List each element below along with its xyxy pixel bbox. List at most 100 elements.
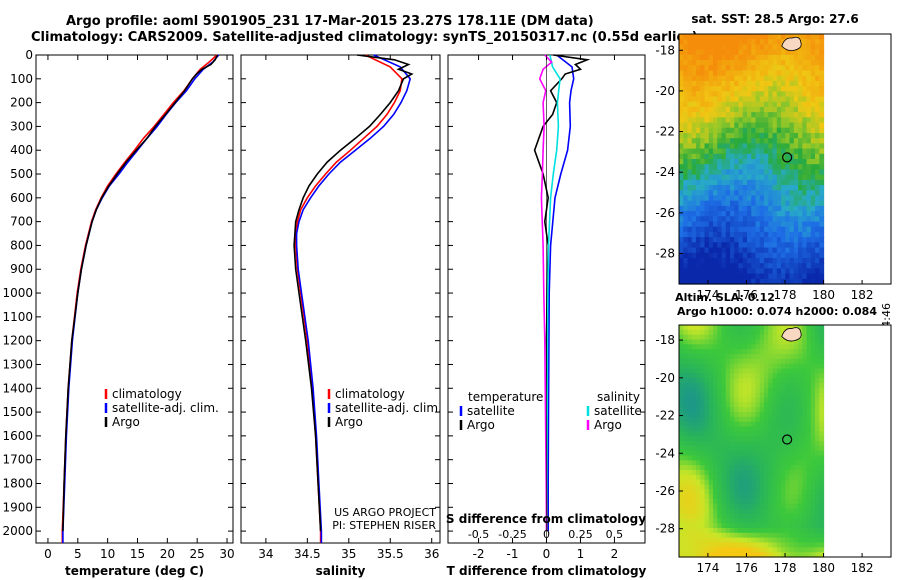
- sst-map-panel: -18 -20 -22 -24 -26 -28 174 176 178 180 182 sat. SS…: [655, 12, 892, 302]
- y-tick-label: 1600: [2, 429, 33, 443]
- top-tick-label: 0: [543, 528, 550, 541]
- credit-annotation: PI: STEPHEN RISER: [332, 519, 436, 532]
- difference-panel: -2 -1 0 1 2 T difference from climatology temp…: [446, 54, 647, 578]
- salinity-panel: 34 34.5 35 35.5 36 salinity climatologysatelli…: [240, 54, 442, 578]
- series-line-satellite-adj-clim-: [295, 54, 412, 543]
- top-tick-label: 0.5: [606, 528, 624, 541]
- x-tick-label: 20: [160, 547, 175, 561]
- lat-tick-label: -18: [655, 333, 675, 347]
- legend-label: Argo: [467, 418, 495, 432]
- y-tick-label: 600: [10, 191, 33, 205]
- lon-tick-label: 178: [774, 561, 797, 575]
- lon-tick-label: 180: [812, 561, 835, 575]
- lon-tick-label: 182: [851, 288, 874, 302]
- figure-title-line1: Argo profile: aoml 5901905_231 17-Mar-20…: [66, 14, 594, 29]
- x-tick-label: 1: [577, 547, 585, 561]
- y-tick-label: 1500: [2, 405, 33, 419]
- legend-label: climatology: [112, 387, 182, 401]
- x-tick-label: 34: [258, 547, 273, 561]
- lat-tick-label: -24: [655, 446, 675, 460]
- y-tick-label: 1800: [2, 476, 33, 490]
- y-tick-label: 200: [10, 96, 33, 110]
- legend-label: Argo: [335, 415, 363, 429]
- sla-map-panel: -18 -20 -22 -24 -26 -28 174 176 178 180 182 Altim. …: [655, 291, 892, 575]
- lat-tick-label: -28: [655, 522, 675, 536]
- x-tick-label: 2: [611, 547, 619, 561]
- legend-label: Argo: [594, 418, 622, 432]
- island-shape: [781, 36, 802, 52]
- legend-label: satellite: [467, 404, 515, 418]
- x-tick-label: 0: [44, 547, 52, 561]
- figure-title-line2: Climatology: CARS2009. Satellite-adjuste…: [31, 30, 698, 45]
- y-tick-label: 1700: [2, 453, 33, 467]
- lon-tick-label: 176: [735, 561, 758, 575]
- top-tick-label: 0.25: [568, 528, 593, 541]
- top-tick-label: -0.5: [468, 528, 489, 541]
- x-tick-label: -2: [473, 547, 485, 561]
- lat-tick-label: -20: [655, 371, 675, 385]
- y-tick-label: 700: [10, 215, 33, 229]
- plot-frame: [240, 54, 441, 544]
- legend-label: climatology: [335, 387, 405, 401]
- top-tick-label: -0.25: [498, 528, 526, 541]
- x-tick-label: -1: [507, 547, 519, 561]
- plot-frame: [35, 54, 234, 544]
- series-line-satellite: [547, 54, 575, 532]
- series-line-argo: [293, 54, 414, 532]
- map-title: Altim. SLA: 0.12: [675, 291, 775, 304]
- y-tick-label: 0: [25, 48, 33, 62]
- legend-label: satellite-adj. clim.: [335, 401, 442, 415]
- lon-tick-label: 178: [774, 288, 797, 302]
- y-tick-label: 1300: [2, 357, 33, 371]
- series-line-salinity-argo: [538, 54, 553, 532]
- lat-tick-label: -20: [655, 84, 675, 98]
- x-tick-label: 35: [341, 547, 356, 561]
- x-axis-label: T difference from climatology: [447, 564, 647, 578]
- lon-tick-label: 180: [812, 288, 835, 302]
- y-tick-label: 2000: [2, 524, 33, 538]
- series-line-salinity-satellite: [545, 54, 561, 532]
- y-tick-label: 1100: [2, 310, 33, 324]
- argo-position-marker: [782, 434, 793, 445]
- x-tick-label: 34.5: [294, 547, 321, 561]
- lat-tick-label: -28: [655, 247, 675, 261]
- legend-title-salinity: salinity: [597, 390, 640, 404]
- lat-tick-label: -26: [655, 484, 675, 498]
- map-field: [679, 325, 825, 558]
- temperature-panel: 0100200300400500600700800900100011001200…: [2, 48, 234, 578]
- lat-tick-label: -18: [655, 43, 675, 57]
- y-tick-label: 800: [10, 238, 33, 252]
- lat-tick-label: -26: [655, 206, 675, 220]
- x-tick-label: 0: [543, 547, 551, 561]
- lon-tick-label: 176: [735, 288, 758, 302]
- lat-tick-label: -22: [655, 409, 675, 423]
- y-tick-label: 100: [10, 72, 33, 86]
- argo-position-marker: [782, 152, 793, 163]
- series-line-argo: [62, 54, 219, 532]
- top-axis-label: S difference from climatology: [446, 512, 646, 526]
- x-tick-label: 35.5: [377, 547, 404, 561]
- y-tick-label: 900: [10, 262, 33, 276]
- x-tick-label: 30: [219, 547, 234, 561]
- island-shape: [781, 327, 802, 342]
- legend-label: satellite-adj. clim.: [112, 401, 219, 415]
- y-tick-label: 1400: [2, 381, 33, 395]
- x-tick-label: 10: [100, 547, 115, 561]
- legend-label: Argo: [112, 415, 140, 429]
- x-tick-label: 15: [130, 547, 145, 561]
- y-tick-label: 400: [10, 143, 33, 157]
- lat-tick-label: -24: [655, 165, 675, 179]
- x-tick-label: 25: [190, 547, 205, 561]
- lat-tick-label: -22: [655, 125, 675, 139]
- lon-tick-label: 174: [696, 561, 719, 575]
- credit-annotation: US ARGO PROJECT: [334, 506, 436, 519]
- map-field: [679, 34, 825, 285]
- x-axis-label: salinity: [316, 564, 366, 578]
- y-tick-label: 300: [10, 119, 33, 133]
- y-tick-label: 1000: [2, 286, 33, 300]
- y-tick-label: 1900: [2, 500, 33, 514]
- x-axis-label: temperature (deg C): [65, 564, 204, 578]
- lon-tick-label: 174: [696, 288, 719, 302]
- y-tick-label: 500: [10, 167, 33, 181]
